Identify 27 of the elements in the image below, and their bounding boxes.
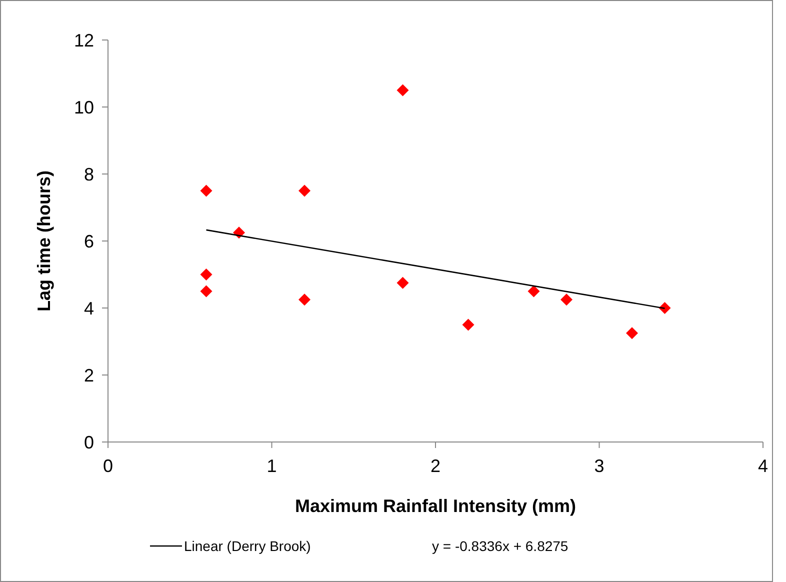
y-tick-label: 4 (84, 298, 94, 318)
point (298, 184, 310, 197)
point (626, 327, 638, 340)
point (396, 276, 409, 289)
legend-label: Linear (Derry Brook) (184, 538, 311, 554)
y-axis-title: Lag time (hours) (34, 170, 54, 312)
point (298, 294, 310, 306)
x-axis-title: Maximum Rainfall Intensity (mm) (294, 496, 576, 516)
point (396, 84, 409, 96)
point (462, 318, 474, 331)
y-tick-label: 10 (74, 97, 94, 118)
point (200, 285, 212, 298)
point (200, 184, 212, 197)
y-tick-label: 2 (84, 365, 94, 386)
x-tick-label: 1 (266, 456, 277, 476)
x-tick-label: 4 (758, 456, 768, 476)
point (528, 285, 540, 298)
text: y = -0.8336x + 6.8275 (432, 538, 568, 554)
point (200, 268, 212, 280)
y-tick-label: 12 (74, 30, 94, 50)
x-tick-label: 2 (430, 456, 441, 476)
x-tick-label: 0 (102, 456, 114, 476)
y-tick-label: 8 (84, 164, 94, 184)
point (560, 294, 572, 306)
y-tick-label: 6 (84, 231, 94, 252)
y-tick-label: 0 (84, 432, 94, 452)
x-tick-label: 3 (594, 456, 604, 476)
